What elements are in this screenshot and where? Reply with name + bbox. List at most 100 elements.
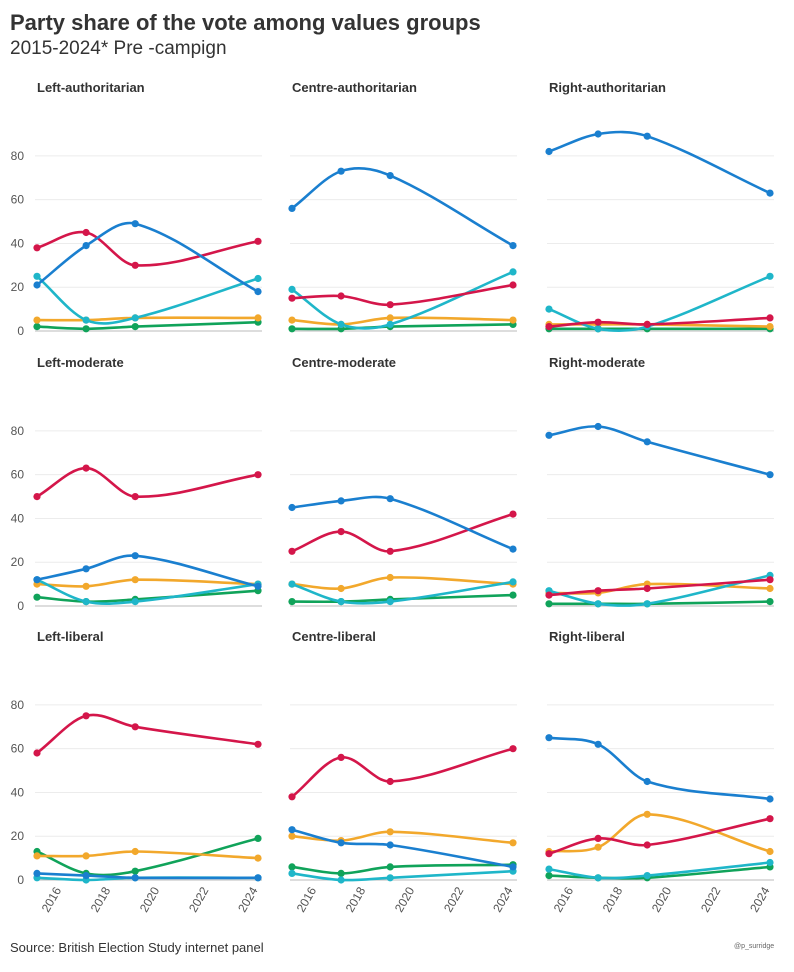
data-point — [131, 598, 139, 606]
data-point — [82, 582, 90, 590]
series-line — [35, 713, 260, 755]
series-line — [35, 850, 260, 860]
data-point — [33, 576, 41, 584]
series-line — [547, 275, 772, 332]
data-point — [288, 793, 296, 801]
y-tick-label: 0 — [17, 599, 24, 613]
data-point — [386, 301, 394, 309]
data-point — [594, 318, 602, 326]
data-point — [545, 323, 553, 331]
data-point — [509, 316, 517, 324]
series-line — [547, 574, 772, 607]
y-tick-label: 40 — [11, 511, 25, 525]
data-point — [509, 242, 517, 250]
y-tick-label: 80 — [11, 698, 25, 712]
data-point — [288, 285, 296, 293]
data-point — [337, 292, 345, 300]
data-point — [545, 305, 553, 313]
data-point — [594, 834, 602, 843]
x-tick-label: 2018 — [600, 884, 626, 914]
data-point — [82, 464, 90, 472]
data-point — [288, 316, 296, 324]
y-tick-label: 60 — [11, 193, 25, 207]
data-point — [545, 850, 553, 858]
data-point — [766, 576, 774, 584]
data-point — [509, 578, 517, 586]
series-line — [35, 872, 260, 880]
data-point — [509, 591, 517, 599]
y-tick-label: 20 — [11, 829, 25, 843]
y-tick-label: 20 — [11, 280, 25, 294]
y-tick-label: 20 — [11, 555, 25, 569]
series-line — [290, 167, 515, 247]
x-tick-label: 2024 — [490, 884, 516, 914]
data-point — [131, 576, 139, 584]
series-line — [35, 589, 260, 603]
data-point — [288, 598, 296, 606]
series-line — [35, 466, 260, 498]
data-point — [82, 316, 90, 324]
series-line — [35, 221, 260, 293]
x-tick-label: 2022 — [441, 884, 467, 914]
data-point — [594, 740, 602, 748]
data-point — [766, 847, 774, 856]
x-tick-label: 2022 — [698, 884, 724, 914]
data-point — [509, 545, 517, 553]
series-line — [547, 817, 772, 855]
series-line — [35, 554, 260, 588]
data-point — [545, 431, 553, 439]
x-tick-label: 2016 — [294, 884, 320, 914]
data-point — [337, 497, 345, 505]
data-point — [509, 745, 517, 753]
series-line — [290, 830, 515, 845]
series-line — [290, 747, 515, 799]
data-point — [82, 565, 90, 573]
data-point — [337, 320, 345, 328]
data-point — [288, 325, 296, 333]
data-point — [131, 314, 139, 322]
data-point — [594, 587, 602, 595]
data-point — [643, 320, 651, 328]
data-point — [386, 314, 394, 322]
series-line — [290, 580, 515, 605]
data-point — [33, 493, 41, 501]
panel-title: Left-moderate — [37, 355, 124, 370]
data-point — [766, 795, 774, 803]
data-point — [643, 600, 651, 608]
data-point — [288, 863, 296, 871]
data-point — [33, 281, 41, 289]
data-point — [33, 323, 41, 331]
series-line — [290, 495, 515, 551]
x-tick-label: 2024 — [747, 884, 773, 914]
y-tick-label: 60 — [11, 468, 25, 482]
series-line — [547, 578, 772, 597]
data-point — [386, 874, 394, 882]
source-note: Source: British Election Study internet … — [10, 940, 264, 955]
data-point — [254, 834, 262, 843]
data-point — [131, 723, 139, 731]
panel-title: Right-moderate — [549, 355, 645, 370]
series-line — [35, 837, 260, 877]
series-line — [290, 576, 515, 590]
data-point — [545, 865, 553, 873]
panel-title: Right-liberal — [549, 629, 625, 644]
data-point — [509, 281, 517, 289]
data-point — [594, 600, 602, 608]
series-line — [35, 320, 260, 331]
x-tick-label: 2022 — [186, 884, 212, 914]
data-point — [643, 584, 651, 593]
series-line — [35, 275, 260, 325]
data-point — [337, 869, 345, 878]
series-line — [290, 323, 515, 331]
data-point — [254, 874, 262, 882]
data-point — [288, 547, 296, 555]
x-tick-label: 2018 — [343, 884, 369, 914]
credit-label: @p_surridge — [734, 943, 775, 950]
data-point — [643, 872, 651, 880]
panel-title: Centre-authoritarian — [292, 80, 417, 95]
data-point — [82, 712, 90, 720]
y-tick-label: 60 — [11, 742, 25, 756]
data-point — [545, 872, 553, 880]
data-point — [288, 826, 296, 834]
